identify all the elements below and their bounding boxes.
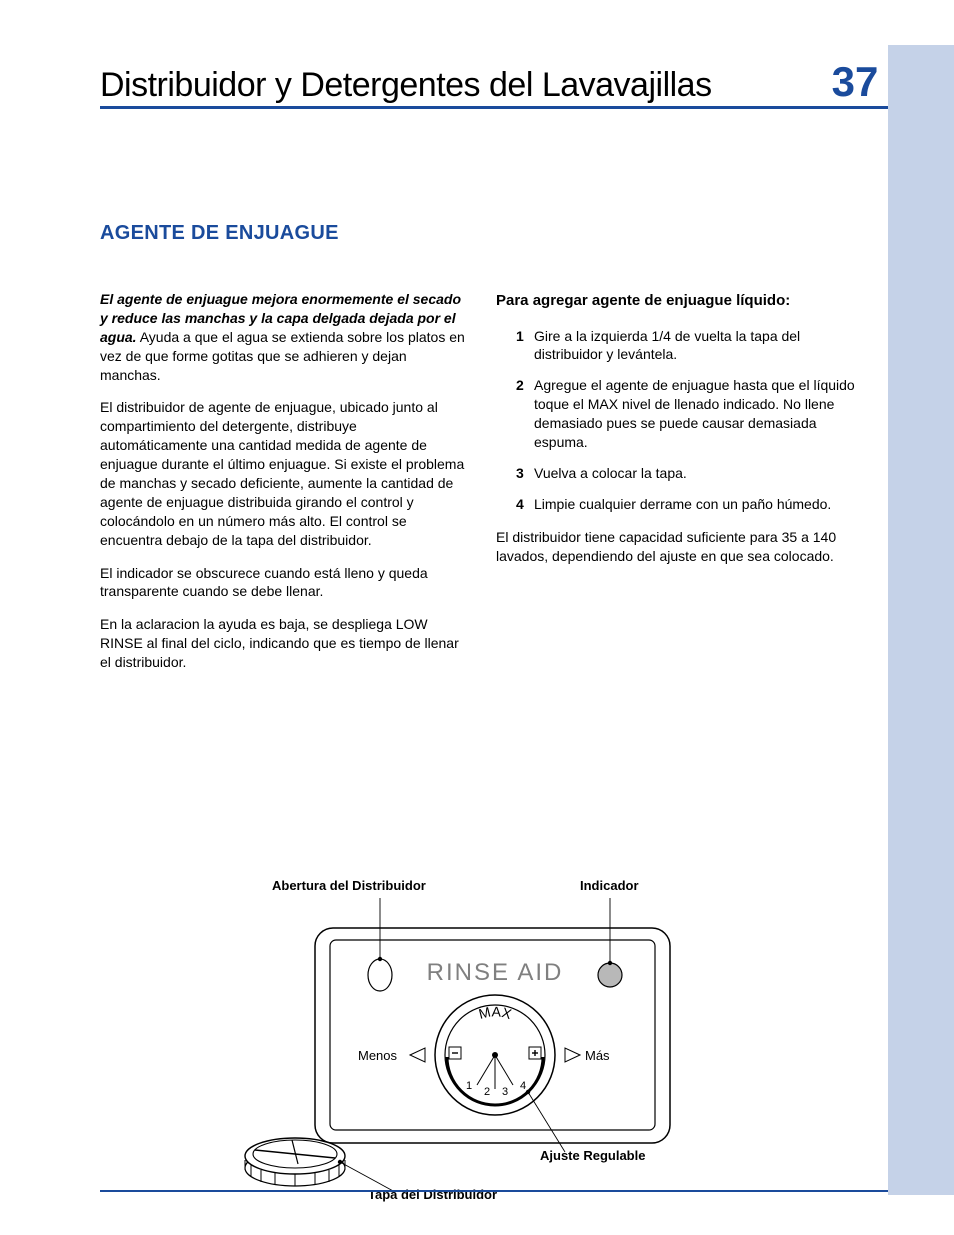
- svg-text:2: 2: [484, 1086, 490, 1098]
- closing-paragraph: El distribuidor tiene capacidad suficien…: [496, 528, 864, 566]
- header-rule: [100, 106, 888, 109]
- body-columns: El agente de enjuague mejora enormemente…: [100, 290, 864, 686]
- side-tab: [888, 45, 954, 1195]
- intro-paragraph: El agente de enjuague mejora enormemente…: [100, 290, 468, 384]
- step-item: Gire a la izquierda 1/4 de vuelta la tap…: [516, 327, 864, 365]
- paragraph: El indicador se obscurece cuando está ll…: [100, 564, 468, 602]
- step-item: Limpie cualquier derrame con un paño húm…: [516, 495, 864, 514]
- page-title: Distribuidor y Detergentes del Lavavajil…: [100, 66, 812, 105]
- steps-list: Gire a la izquierda 1/4 de vuelta la tap…: [516, 327, 864, 514]
- paragraph: El distribuidor de agente de enjuague, u…: [100, 398, 468, 549]
- label-less: Menos: [358, 1048, 397, 1063]
- svg-text:MAX: MAX: [477, 1003, 514, 1022]
- step-item: Agregue el agente de enjuague hasta que …: [516, 376, 864, 452]
- label-more: Más: [585, 1048, 610, 1063]
- dispenser-diagram: RINSE AID MAX 1 2 3 4: [240, 880, 800, 1220]
- sub-heading: Para agregar agente de enjuague líquido:: [496, 290, 864, 313]
- left-column: El agente de enjuague mejora enormemente…: [100, 290, 468, 686]
- svg-text:4: 4: [520, 1080, 526, 1092]
- footer-rule: [100, 1190, 888, 1192]
- rinse-aid-label: RINSE AID: [427, 959, 564, 986]
- paragraph: En la aclaracion la ayuda es baja, se de…: [100, 615, 468, 672]
- right-column: Para agregar agente de enjuague líquido:…: [496, 290, 864, 686]
- svg-text:3: 3: [502, 1086, 508, 1098]
- callout-indicator: Indicador: [580, 878, 639, 893]
- callout-adjust: Ajuste Regulable: [540, 1148, 645, 1163]
- intro-rest: Ayuda a que el agua se extienda sobre lo…: [100, 329, 465, 383]
- dispenser-svg: RINSE AID MAX 1 2 3 4: [240, 880, 800, 1220]
- callout-opening: Abertura del Distribuidor: [272, 878, 426, 893]
- page-number: 37: [822, 58, 888, 106]
- svg-text:1: 1: [466, 1080, 472, 1092]
- section-heading: AGENTE DE ENJUAGUE: [100, 222, 339, 245]
- page-header: Distribuidor y Detergentes del Lavavajil…: [100, 58, 888, 106]
- step-item: Vuelva a colocar la tapa.: [516, 464, 864, 483]
